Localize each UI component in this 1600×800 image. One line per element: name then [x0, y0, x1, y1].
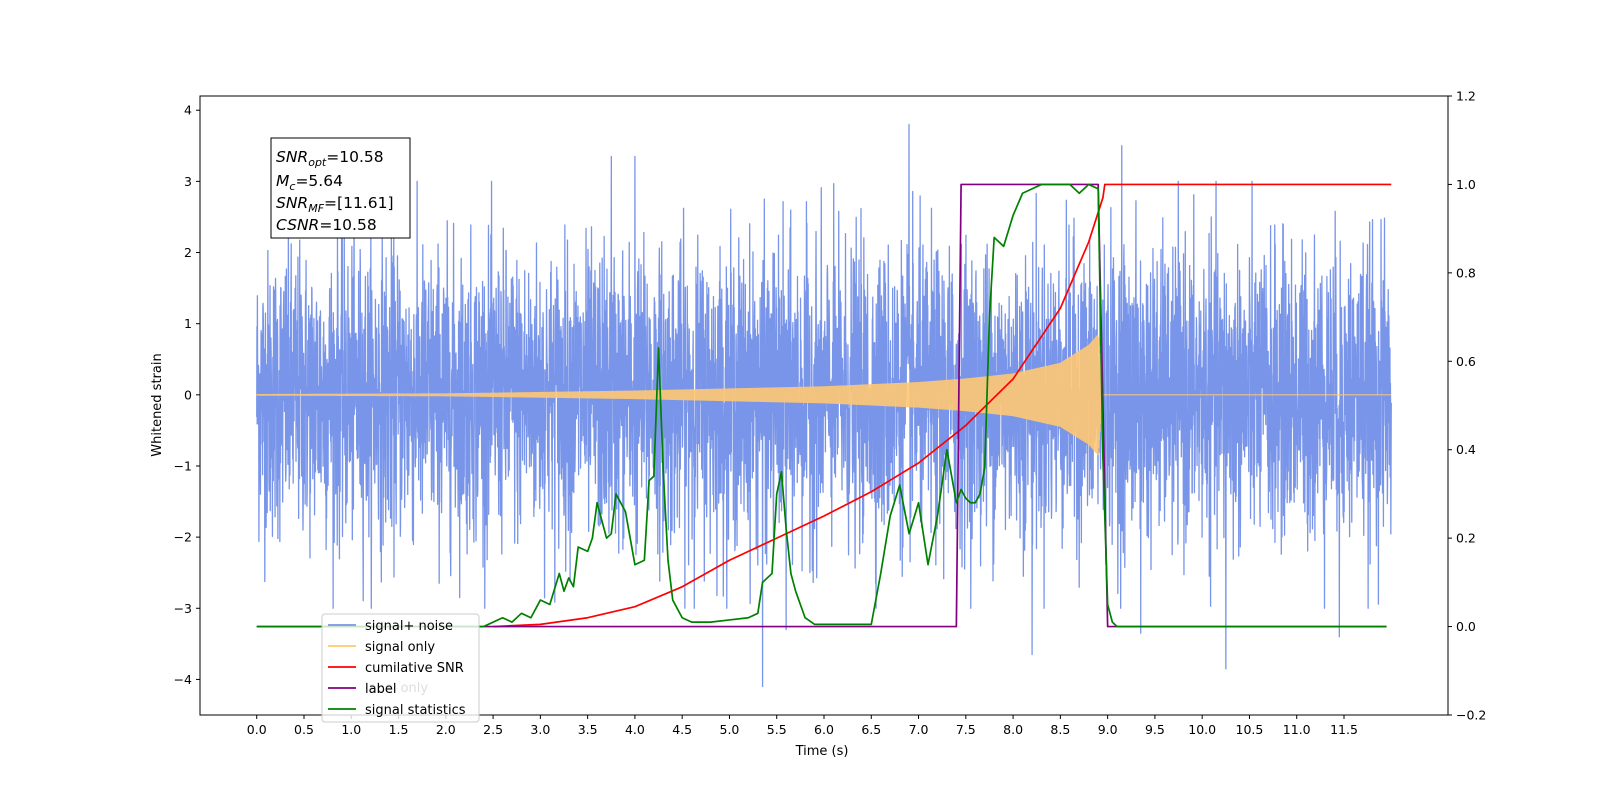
x-axis-label: Time (s)	[795, 744, 849, 759]
x-tick-label: 8.5	[1050, 722, 1070, 737]
x-tick-label: 8.0	[1003, 722, 1023, 737]
legend-label: signal+ noise	[365, 619, 453, 634]
y-axis-left: 4 3 2 1 0 −1 −2 −3 −4	[174, 103, 200, 687]
y-tick-label: 0	[184, 387, 192, 402]
y-tick-label: −4	[174, 672, 192, 687]
x-tick-label: 7.5	[956, 722, 976, 737]
x-tick-label: 9.0	[1098, 722, 1118, 737]
annotation-csnr: CSNR=10.58	[276, 216, 377, 234]
annotation-snr-opt: SNRopt=10.58	[276, 148, 384, 169]
y-axis-label: Whitened strain	[150, 353, 165, 456]
x-tick-label: 5.5	[767, 722, 787, 737]
x-tick-label: 4.5	[672, 722, 692, 737]
annotation-chirp-mass: Mc=5.64	[276, 172, 343, 193]
x-tick-label: 3.5	[578, 722, 598, 737]
x-tick-label: 6.5	[861, 722, 881, 737]
series-signal-only	[256, 334, 1392, 456]
y2-tick-label: 0.0	[1456, 619, 1476, 634]
y-tick-label: 3	[184, 174, 192, 189]
y-tick-label: −3	[174, 601, 192, 616]
y2-tick-label: 1.2	[1456, 89, 1476, 104]
x-tick-label: 2.5	[483, 722, 503, 737]
series-layer	[256, 123, 1392, 688]
y2-tick-label: 0.2	[1456, 531, 1476, 546]
legend-label: signal statistics	[365, 703, 466, 718]
y-axis-right: 1.2 1.0 0.8 0.6 0.4 0.2 0.0 −0.2	[1448, 89, 1486, 723]
x-tick-label: 5.0	[720, 722, 740, 737]
series-signal-statistics	[256, 183, 1387, 628]
x-tick-label: 10.5	[1236, 722, 1264, 737]
series-cumilative-snr	[493, 183, 1392, 628]
x-tick-label: 3.0	[530, 722, 550, 737]
x-axis: 0.0 0.5 1.0 1.5 2.0 2.5 3.0 3.5 4.0 4.5 5.0 5.5 6.0 6…	[247, 715, 1358, 737]
legend-occluded-text: label only	[365, 681, 428, 696]
x-tick-label: 7.0	[909, 722, 929, 737]
legend-label: label	[365, 682, 396, 697]
y-tick-label: −2	[174, 530, 192, 545]
y2-tick-label: −0.2	[1456, 708, 1486, 723]
y-tick-label: 1	[184, 316, 192, 331]
x-tick-label: 9.5	[1145, 722, 1165, 737]
annotation-box: SNRopt=10.58 Mc=5.64 SNRMF=[11.61] CSNR=…	[270, 137, 411, 239]
legend-label: cumilative SNR	[365, 661, 464, 676]
legend: label only signal+ noise signal only cumil…	[321, 613, 480, 723]
x-tick-label: 0.0	[247, 722, 267, 737]
y-tick-label: −1	[174, 458, 192, 473]
annotation-snr-mf: SNRMF=[11.61]	[276, 194, 394, 215]
y2-tick-label: 0.8	[1456, 265, 1476, 280]
y2-tick-label: 0.4	[1456, 442, 1476, 457]
x-tick-label: 1.5	[389, 722, 409, 737]
x-tick-label: 1.0	[341, 722, 361, 737]
x-tick-label: 11.5	[1330, 722, 1358, 737]
legend-label: signal only	[365, 640, 435, 655]
x-tick-label: 11.0	[1283, 722, 1311, 737]
y-tick-label: 2	[184, 245, 192, 260]
x-tick-label: 2.0	[436, 722, 456, 737]
x-tick-label: 0.5	[294, 722, 314, 737]
x-tick-label: 10.0	[1188, 722, 1216, 737]
x-tick-label: 4.0	[625, 722, 645, 737]
x-tick-label: 6.0	[814, 722, 834, 737]
y2-tick-label: 1.0	[1456, 177, 1476, 192]
series-signal-noise	[256, 123, 1392, 688]
y2-tick-label: 0.6	[1456, 354, 1476, 369]
y-tick-label: 4	[184, 103, 192, 118]
